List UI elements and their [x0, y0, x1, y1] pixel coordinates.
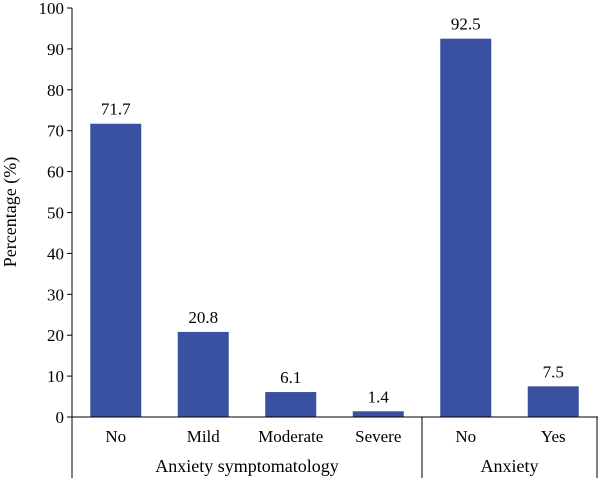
- x-category-label: Mild: [187, 427, 221, 446]
- bar-value-label: 7.5: [543, 362, 564, 381]
- bar: [177, 331, 229, 417]
- bar: [440, 38, 492, 418]
- y-tick-label: 0: [56, 408, 65, 427]
- bar-value-label: 1.4: [368, 387, 390, 406]
- bar-value-label: 71.7: [101, 100, 131, 119]
- y-tick-label: 20: [47, 326, 64, 345]
- bar-value-label: 6.1: [280, 368, 301, 387]
- bar: [265, 392, 317, 417]
- x-category-label: No: [455, 427, 476, 446]
- x-group-label: Anxiety symptomatology: [155, 456, 339, 476]
- y-tick-label: 100: [39, 0, 65, 18]
- x-axis: No Mild Moderate Severe No Yes Anxiety symptom…: [71, 416, 598, 478]
- y-tick-label: 90: [47, 40, 64, 59]
- bar: [527, 386, 579, 417]
- x-category-label: Severe: [355, 427, 401, 446]
- bar: [90, 123, 142, 417]
- value-labels: 71.7 20.8 6.1 1.4 92.5 7.5: [101, 15, 564, 407]
- x-group-label: Anxiety: [481, 456, 539, 476]
- x-category-label: No: [105, 427, 126, 446]
- y-tick-label: 30: [47, 285, 64, 304]
- bar-value-label: 20.8: [188, 308, 218, 327]
- y-tick-label: 70: [47, 122, 64, 141]
- y-axis: 0 10 20 30 40 50 60 70 80 90 100: [39, 0, 73, 427]
- bars: [90, 38, 579, 418]
- bar: [352, 411, 404, 417]
- y-tick-label: 40: [47, 244, 64, 263]
- y-axis-title: Percentage (%): [0, 157, 21, 267]
- y-tick-label: 10: [47, 367, 64, 386]
- x-category-label: Moderate: [258, 427, 323, 446]
- bar-value-label: 92.5: [451, 15, 481, 34]
- x-category-label: Yes: [541, 427, 566, 446]
- y-tick-label: 50: [47, 204, 64, 223]
- y-tick-label: 60: [47, 163, 64, 182]
- y-tick-label: 80: [47, 81, 64, 100]
